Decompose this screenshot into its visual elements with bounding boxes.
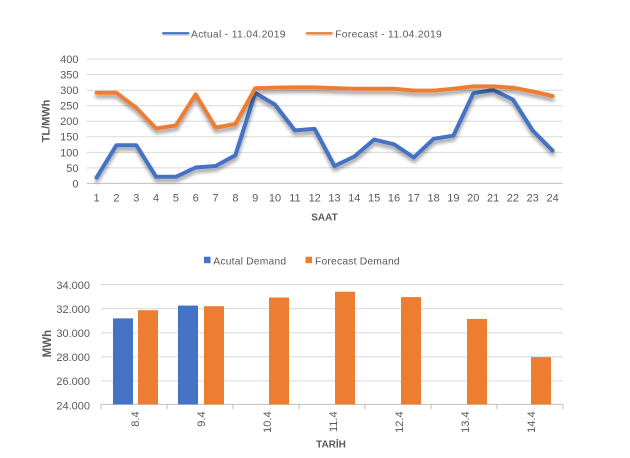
svg-text:TARİH: TARİH bbox=[316, 437, 346, 450]
svg-text:28.000: 28.000 bbox=[56, 352, 90, 364]
svg-text:14.4: 14.4 bbox=[526, 411, 538, 432]
svg-text:12.4: 12.4 bbox=[394, 411, 406, 432]
svg-text:9: 9 bbox=[252, 193, 258, 205]
svg-text:Actual - 11.04.2019: Actual - 11.04.2019 bbox=[191, 30, 286, 41]
svg-text:350: 350 bbox=[60, 70, 78, 82]
svg-text:1: 1 bbox=[94, 193, 100, 205]
svg-text:21: 21 bbox=[487, 193, 499, 205]
svg-text:250: 250 bbox=[60, 101, 78, 113]
svg-text:22: 22 bbox=[507, 193, 519, 205]
svg-text:11: 11 bbox=[289, 193, 300, 205]
svg-text:SAAT: SAAT bbox=[311, 213, 337, 224]
svg-text:19: 19 bbox=[447, 193, 459, 205]
svg-text:17: 17 bbox=[408, 193, 420, 205]
svg-text:200: 200 bbox=[60, 116, 78, 128]
svg-text:16: 16 bbox=[388, 193, 400, 205]
svg-text:2: 2 bbox=[113, 193, 119, 205]
svg-text:8: 8 bbox=[232, 193, 238, 205]
svg-text:100: 100 bbox=[60, 147, 78, 159]
svg-text:6: 6 bbox=[193, 193, 199, 205]
svg-text:10.4: 10.4 bbox=[262, 411, 274, 432]
svg-text:Forecast Demand: Forecast Demand bbox=[315, 256, 400, 267]
svg-text:13: 13 bbox=[328, 193, 340, 205]
svg-text:26.000: 26.000 bbox=[56, 376, 90, 388]
svg-text:14: 14 bbox=[348, 193, 360, 205]
svg-text:24.000: 24.000 bbox=[56, 400, 90, 412]
svg-text:34.000: 34.000 bbox=[56, 280, 90, 292]
svg-text:MWh: MWh bbox=[42, 330, 54, 357]
svg-text:150: 150 bbox=[60, 132, 78, 144]
svg-text:30.000: 30.000 bbox=[56, 328, 90, 340]
svg-text:Forecast - 11.04.2019: Forecast - 11.04.2019 bbox=[335, 30, 442, 41]
svg-text:23: 23 bbox=[527, 193, 539, 205]
svg-text:3: 3 bbox=[133, 193, 139, 205]
svg-text:24: 24 bbox=[546, 193, 558, 205]
svg-text:400: 400 bbox=[60, 54, 78, 66]
svg-text:13.4: 13.4 bbox=[460, 411, 472, 432]
svg-text:10: 10 bbox=[269, 193, 281, 205]
svg-text:8.4: 8.4 bbox=[130, 411, 142, 426]
svg-text:Acutal Demand: Acutal Demand bbox=[213, 256, 286, 267]
svg-text:32.000: 32.000 bbox=[56, 304, 90, 316]
svg-text:20: 20 bbox=[467, 193, 479, 205]
svg-text:300: 300 bbox=[60, 85, 78, 97]
svg-text:4: 4 bbox=[153, 193, 159, 205]
svg-text:15: 15 bbox=[368, 193, 380, 205]
svg-text:50: 50 bbox=[66, 163, 78, 175]
svg-text:7: 7 bbox=[213, 193, 219, 205]
svg-text:11.4: 11.4 bbox=[328, 411, 340, 432]
svg-text:12: 12 bbox=[309, 193, 321, 205]
svg-text:0: 0 bbox=[72, 178, 78, 190]
svg-text:TL/MWh: TL/MWh bbox=[41, 99, 53, 142]
svg-text:5: 5 bbox=[173, 193, 179, 205]
svg-text:9.4: 9.4 bbox=[196, 411, 208, 426]
svg-text:18: 18 bbox=[427, 193, 439, 205]
